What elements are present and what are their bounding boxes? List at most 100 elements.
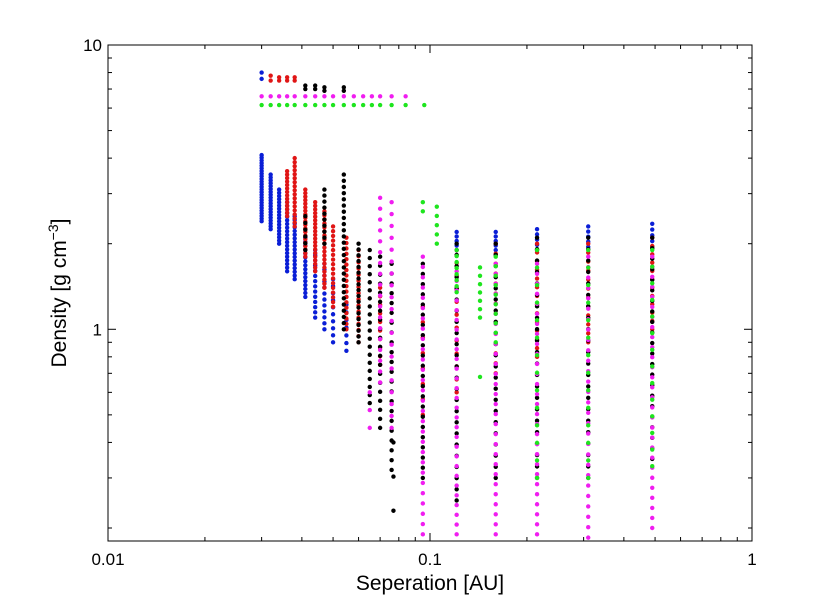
data-point-magenta [420, 316, 426, 321]
data-point-black [356, 287, 361, 293]
data-point-red [303, 201, 308, 206]
data-point-magenta [534, 381, 540, 387]
data-point-magenta [454, 463, 459, 469]
data-point-red [292, 204, 297, 209]
data-point-red [284, 200, 290, 205]
data-point-black [389, 291, 394, 296]
data-point-red [284, 210, 290, 215]
data-point-magenta [650, 525, 655, 531]
y-axis-title-exponent: −3 [45, 224, 61, 240]
data-point-magenta [322, 94, 327, 99]
data-point-magenta [454, 356, 459, 362]
data-point-red [312, 225, 318, 230]
data-point-blue [259, 70, 264, 75]
data-point-magenta [586, 400, 591, 405]
data-point-black [356, 276, 361, 281]
data-point-blue [292, 262, 297, 267]
data-point-red [312, 243, 318, 248]
data-point-green [586, 475, 591, 481]
data-point-magenta [650, 385, 655, 390]
data-point-red [330, 247, 336, 253]
data-point-red [312, 247, 318, 252]
data-point-magenta [367, 425, 372, 431]
data-point-magenta [586, 525, 591, 530]
data-point-magenta [284, 94, 290, 99]
data-point-magenta [420, 480, 426, 486]
data-point-magenta [377, 336, 383, 342]
data-point-magenta [650, 284, 655, 290]
data-point-black [367, 296, 372, 301]
data-point-magenta [650, 254, 655, 259]
data-point-blue [276, 212, 282, 218]
data-point-magenta [586, 348, 591, 353]
data-point-magenta [534, 461, 540, 467]
data-point-black [322, 223, 327, 228]
x-tick-label: 0.01 [91, 550, 124, 569]
data-point-black [420, 281, 426, 287]
data-point-magenta [420, 326, 426, 331]
data-point-green [586, 370, 591, 375]
data-point-black [303, 234, 308, 239]
data-point-black [341, 85, 347, 90]
data-point-magenta [493, 351, 498, 357]
data-point-black [356, 299, 361, 304]
data-point-black [420, 465, 426, 470]
data-point-blue [276, 209, 282, 215]
data-point-magenta [454, 366, 459, 371]
y-tick-label: 1 [93, 320, 102, 339]
data-point-magenta [420, 511, 426, 516]
data-point-magenta [369, 94, 375, 99]
data-point-magenta [377, 94, 383, 99]
data-point-magenta [534, 341, 540, 347]
data-point-black [377, 308, 383, 313]
data-point-green [586, 388, 591, 393]
data-point-red [284, 207, 290, 212]
data-point-black [322, 85, 327, 90]
data-point-black [356, 241, 361, 246]
data-point-magenta [454, 337, 459, 342]
data-point-black [493, 375, 498, 380]
data-point-red [586, 322, 591, 327]
data-point-red [330, 271, 336, 276]
data-point-magenta [493, 401, 498, 407]
data-point-black [367, 312, 372, 317]
data-point-magenta [534, 391, 540, 397]
data-point-red [284, 213, 290, 219]
data-point-green [586, 405, 591, 411]
data-point-black [322, 205, 327, 210]
data-point-magenta [493, 391, 498, 397]
data-point-blue [292, 247, 297, 252]
data-point-red [312, 265, 318, 270]
data-point-green [434, 241, 440, 246]
data-point-red [284, 189, 290, 195]
data-point-blue [276, 228, 282, 234]
data-point-magenta [367, 407, 372, 413]
data-point-magenta [586, 306, 591, 311]
data-point-blue [292, 273, 297, 278]
data-point-black [420, 383, 426, 389]
data-point-magenta [454, 395, 459, 401]
data-point-red [292, 212, 297, 217]
data-point-black [356, 253, 361, 258]
data-point-green [477, 374, 483, 380]
data-point-magenta [403, 94, 408, 99]
data-point-red [312, 239, 318, 245]
data-point-green [454, 259, 459, 265]
data-point-green [422, 102, 427, 108]
data-point-red [312, 203, 318, 208]
data-point-red [284, 175, 290, 181]
data-point-red [322, 265, 327, 270]
data-point-black [356, 293, 361, 299]
data-point-magenta [650, 354, 655, 360]
data-point-black [454, 241, 459, 246]
data-point-black [454, 330, 459, 336]
data-point-black [341, 197, 347, 202]
data-point-black [493, 386, 498, 391]
data-point-black [356, 305, 361, 310]
data-point-magenta [534, 472, 540, 477]
data-point-magenta [650, 515, 655, 521]
data-point-black [586, 384, 591, 389]
data-point-magenta [420, 408, 426, 414]
data-point-magenta [586, 504, 591, 509]
data-point-green [650, 430, 655, 436]
